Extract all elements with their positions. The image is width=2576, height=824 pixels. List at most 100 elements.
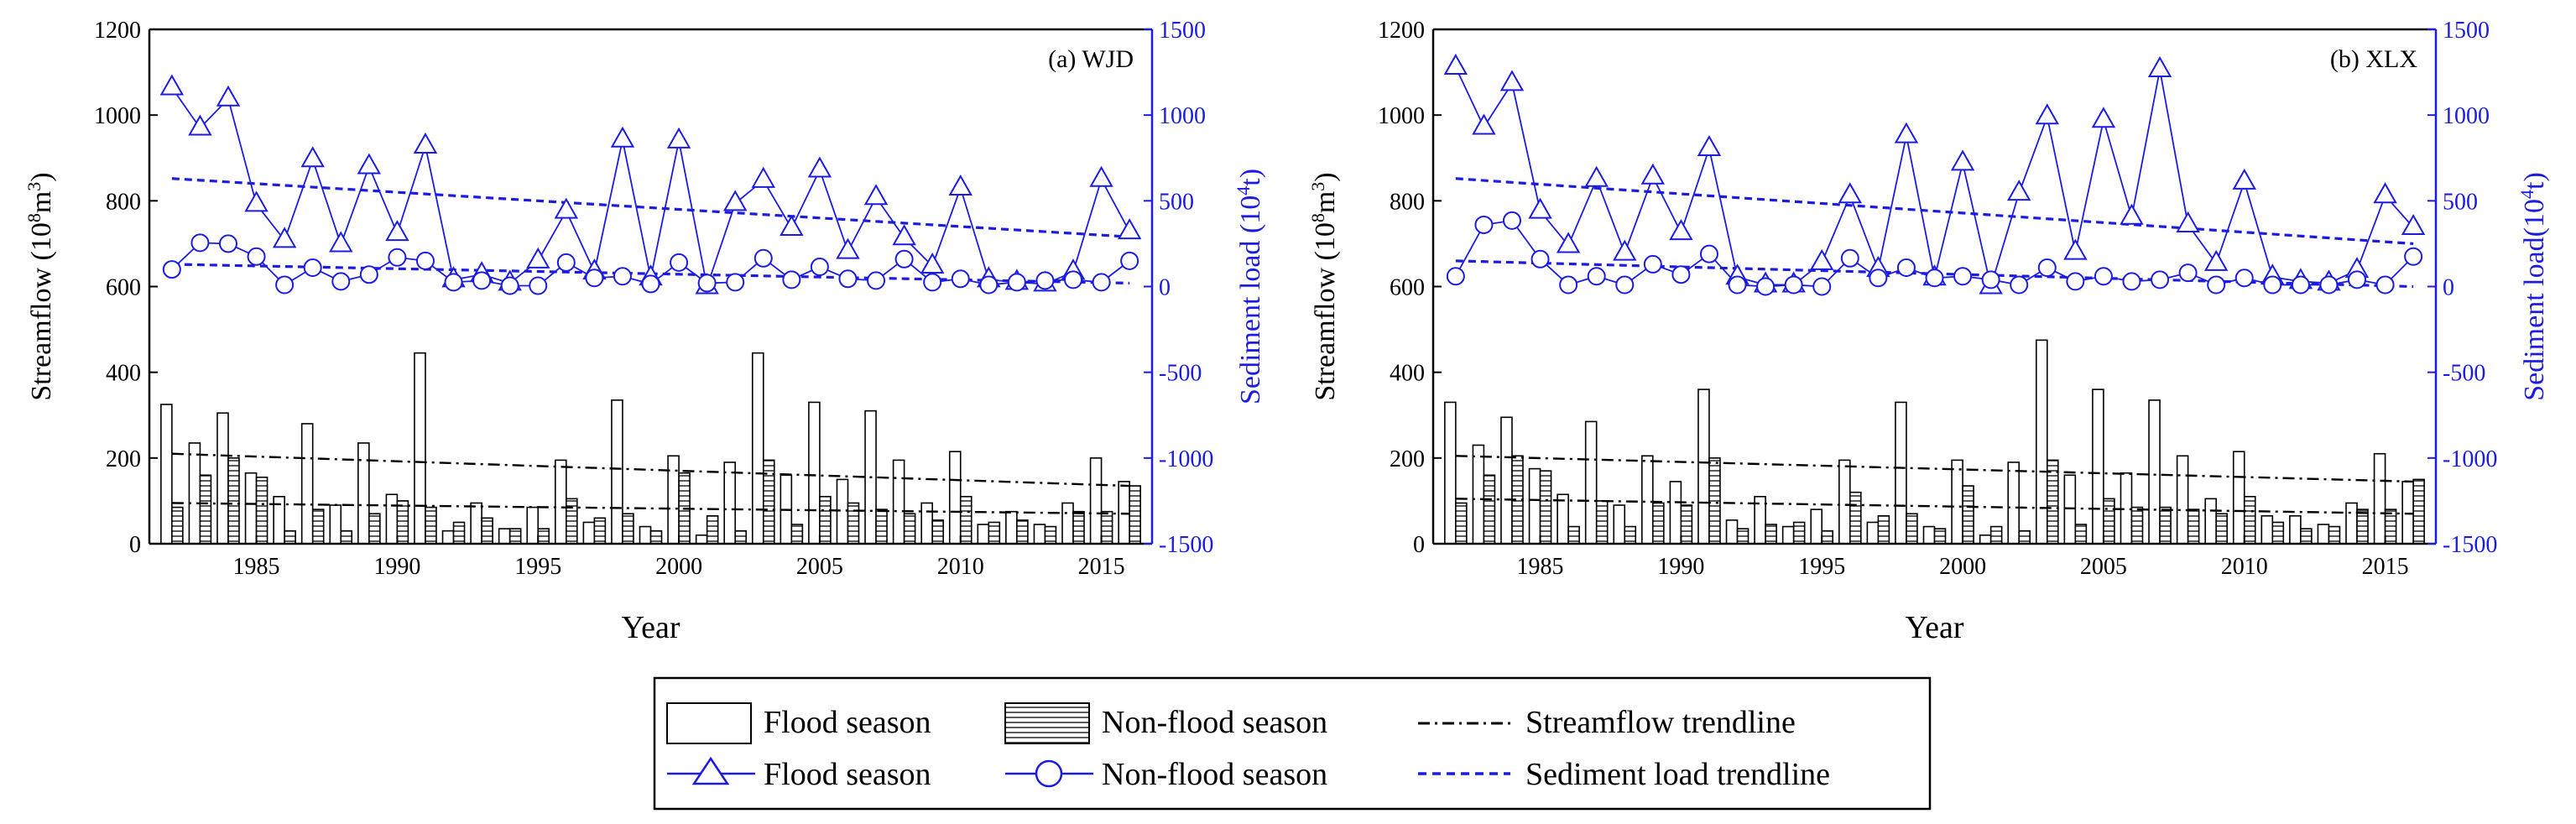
bar-nonflood-wjd-2001 — [706, 514, 719, 545]
sediment-nonflood-point-wjd-1989 — [359, 265, 378, 284]
bar-flood-xlx-1990 — [1669, 481, 1682, 545]
sediment-flood-point-wjd-1983 — [188, 114, 212, 136]
x-axis-label-xlx: Year — [1905, 610, 1963, 645]
sediment-flood-point-wjd-2015 — [1089, 165, 1113, 187]
bar-flood-wjd-2015 — [1089, 457, 1103, 545]
x-tick-label-wjd-1990: 1990 — [373, 554, 420, 580]
bar-nonflood-xlx-1992 — [1736, 528, 1749, 545]
sediment-nonflood-point-wjd-1987 — [303, 258, 322, 278]
bar-flood-xlx-1999 — [1922, 525, 1936, 545]
streamflow-trendline-wjd-0 — [171, 452, 1130, 488]
y-axis-label-main-xlx: Streamflow (10 — [1310, 222, 1341, 400]
bar-nonflood-wjd-2014 — [1072, 510, 1085, 545]
sediment-nonflood-point-wjd-2005 — [810, 258, 829, 277]
sediment-nonflood-point-xlx-2002 — [2010, 275, 2029, 295]
bar-flood-xlx-2014 — [2345, 502, 2358, 545]
sediment-nonflood-point-wjd-2006 — [838, 269, 858, 289]
bar-nonflood-xlx-1990 — [1680, 504, 1693, 545]
y-tick-label-wjd-1200: 1200 — [94, 18, 141, 44]
legend: Flood season Non-flood season Streamflow… — [653, 676, 1932, 811]
x-axis-label-wjd: Year — [621, 610, 680, 645]
sediment-nonflood-point-wjd-2014 — [1064, 270, 1083, 289]
y-axis-label-mid-xlx: m — [1310, 191, 1341, 213]
sediment-nonflood-point-xlx-2000 — [1953, 267, 1973, 286]
bar-flood-xlx-1987 — [1584, 420, 1598, 545]
y-axis-label-sup2-wjd: 3 — [23, 182, 44, 191]
sediment-flood-point-wjd-2007 — [863, 184, 889, 206]
legend-label-sediment-flood: Flood season — [764, 757, 931, 792]
bar-flood-wjd-1994 — [498, 528, 511, 545]
bar-nonflood-wjd-2009 — [931, 519, 944, 545]
sediment-nonflood-point-wjd-2015 — [1092, 273, 1111, 292]
y2-tick-label-xlx--1500: -1500 — [2443, 532, 2497, 558]
sediment-nonflood-point-xlx-2015 — [2375, 275, 2395, 295]
bar-nonflood-xlx-1983 — [1483, 474, 1496, 545]
panel-wjd: 1985 1990 1995 2000 2005 2010 2015020040060080… — [23, 18, 1266, 645]
y-tick-label-xlx-800: 800 — [1390, 189, 1425, 215]
y-tick-label-xlx-0: 0 — [1413, 532, 1425, 558]
sediment-flood-point-xlx-2000 — [1950, 149, 1975, 171]
bar-nonflood-xlx-1997 — [1877, 514, 1890, 545]
bar-flood-wjd-1988 — [329, 504, 342, 545]
bar-nonflood-wjd-2010 — [959, 496, 973, 545]
panel-title-xlx: (b) XLX — [2330, 45, 2417, 73]
y2-tick-label-xlx-1500: 1500 — [2443, 18, 2490, 44]
bar-nonflood-wjd-2004 — [790, 524, 804, 545]
bar-flood-xlx-2007 — [2148, 399, 2161, 545]
sediment-nonflood-point-xlx-2016 — [2404, 247, 2423, 266]
sediment-flood-point-wjd-2005 — [807, 156, 832, 178]
sediment-nonflood-point-wjd-1999 — [641, 274, 660, 294]
bar-nonflood-xlx-1998 — [1906, 513, 1918, 545]
sediment-nonflood-point-wjd-1997 — [585, 269, 604, 288]
bar-nonflood-wjd-1994 — [508, 528, 522, 545]
y-axis-label-end-xlx: ) — [1310, 172, 1341, 181]
bar-nonflood-xlx-1987 — [1595, 500, 1609, 545]
bar-flood-wjd-1987 — [300, 423, 314, 545]
bar-flood-wjd-1996 — [554, 459, 567, 545]
sediment-nonflood-point-xlx-2008 — [2178, 263, 2198, 283]
sediment-nonflood-point-xlx-2006 — [2122, 272, 2141, 291]
x-tick-label-wjd-2000: 2000 — [655, 554, 702, 580]
y2-axis-label-end-xlx: t) — [2519, 172, 2550, 190]
bar-nonflood-wjd-2005 — [819, 496, 832, 545]
bar-flood-wjd-2010 — [948, 451, 962, 545]
y2-axis-label-sup-wjd: 4 — [1233, 186, 1254, 196]
x-tick-label-xlx-2010: 2010 — [2221, 554, 2268, 580]
y2-tick-label-xlx--500: -500 — [2443, 361, 2485, 387]
sediment-flood-point-xlx-2003 — [2035, 103, 2059, 125]
sediment-nonflood-point-xlx-1994 — [1784, 275, 1803, 295]
sediment-flood-point-wjd-1988 — [329, 231, 353, 253]
sediment-flood-point-xlx-1987 — [1584, 165, 1609, 187]
sediment-nonflood-point-xlx-2001 — [1981, 270, 2000, 289]
legend-label-streamflow-nonflood: Non-flood season — [1102, 705, 1327, 740]
legend-label-sediment-nonflood: Non-flood season — [1102, 757, 1327, 792]
y-tick-label-xlx-200: 200 — [1390, 446, 1425, 472]
y2-axis-label-wjd: Sediment load (104t) — [1233, 169, 1266, 404]
sediment-flood-point-wjd-2016 — [1117, 218, 1142, 240]
sediment-flood-point-wjd-1996 — [554, 197, 579, 219]
bar-nonflood-xlx-2012 — [2300, 528, 2313, 545]
y2-tick-label-xlx--1000: -1000 — [2443, 446, 2497, 472]
bar-nonflood-wjd-1988 — [340, 529, 353, 545]
sediment-nonflood-point-xlx-2010 — [2234, 269, 2254, 288]
bar-nonflood-xlx-2009 — [2215, 513, 2228, 545]
sediment-nonflood-point-xlx-1986 — [1559, 275, 1578, 295]
bar-nonflood-wjd-1986 — [284, 529, 296, 545]
sediment-flood-point-wjd-1985 — [244, 190, 269, 212]
bar-nonflood-wjd-1998 — [622, 513, 634, 545]
bar-nonflood-xlx-1995 — [1821, 529, 1834, 545]
sediment-flood-point-xlx-2005 — [2091, 107, 2116, 128]
sediment-nonflood-point-xlx-2004 — [2066, 272, 2085, 291]
bar-nonflood-wjd-1990 — [396, 500, 409, 545]
sediment-flood-point-wjd-2006 — [836, 237, 860, 259]
bar-flood-xlx-1984 — [1500, 416, 1513, 545]
bar-flood-xlx-1982 — [1444, 401, 1457, 545]
sediment-flood-point-xlx-2006 — [2120, 203, 2144, 225]
panel-xlx: 1985 1990 1995 2000 2005 2010 2015020040060080… — [1307, 18, 2550, 645]
y-axis-label-sup1-xlx: 8 — [1307, 213, 1328, 222]
bar-nonflood-xlx-2011 — [2271, 521, 2285, 545]
bar-flood-xlx-2013 — [2317, 524, 2330, 545]
bar-nonflood-xlx-2015 — [2384, 508, 2397, 545]
bar-nonflood-wjd-1987 — [311, 508, 325, 545]
bar-flood-xlx-2005 — [2092, 389, 2104, 545]
